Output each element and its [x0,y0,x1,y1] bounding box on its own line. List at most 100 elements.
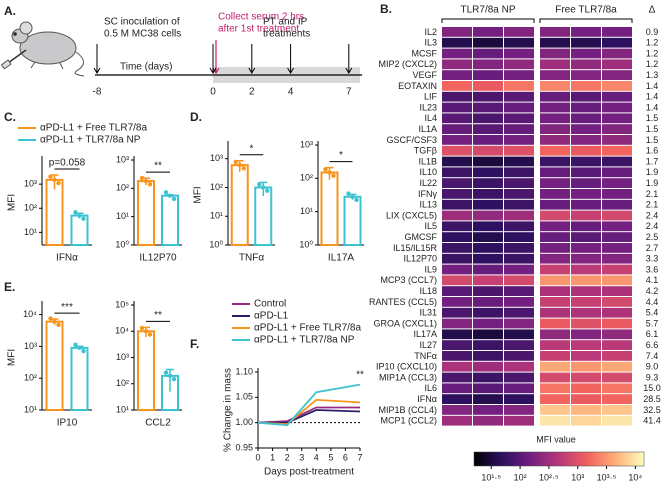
heatmap-cell [473,361,503,372]
heatmap-cell [571,372,601,383]
delta-header: Δ [649,5,656,16]
heatmap-cell [602,124,632,134]
delta-value: 4.2 [646,286,659,296]
heatmap-cell [442,415,472,426]
y-tick-label: 10¹ [24,404,37,414]
heatmap-cell [540,243,570,253]
heatmap-cell [540,135,570,145]
heatmap-cell [602,156,632,167]
delta-value: 1.2 [646,38,659,48]
heatmap-cell [473,59,503,70]
heatmap-cell [571,405,601,415]
heatmap-cell [602,37,632,48]
y-tick-label: 10⁰ [299,239,313,249]
heatmap-cell [473,37,503,48]
group-header: TLR7/8a NP [460,5,515,16]
heatmap-cell [473,351,503,361]
panel-label: D. [190,110,202,124]
heatmap-cell [504,253,534,264]
data-point [52,177,57,183]
heatmap-cell [504,372,534,383]
data-point [139,175,145,181]
row-label: IL9 [424,264,437,274]
heatmap-cell [504,297,534,307]
data-point [81,216,86,221]
heatmap-cell [571,48,601,59]
heatmap-cell [504,178,534,188]
bar [137,180,155,247]
heatmap-cell [540,48,570,59]
day-arrow [345,44,353,74]
heatmap-cell [442,372,472,383]
heatmap-cell [473,156,503,167]
heatmap-cell [602,405,632,415]
delta-value: 9.0 [646,362,659,372]
delta-value: 1.7 [646,156,659,166]
row-label: MCP1 (CCL2) [380,416,437,426]
delta-value: 1.3 [646,70,659,80]
panel-label: A. [4,4,16,18]
serum-text: Collect serum 2 hrs [218,12,304,23]
heatmap-cell [504,124,534,134]
heatmap-cell [504,27,534,37]
y-tick-label: 10² [116,183,129,193]
y-axis-label: % Change in mass [223,368,234,452]
heatmap-cell [602,102,632,113]
delta-value: 1.2 [646,48,659,58]
heatmap-cell [442,145,472,156]
x-axis-label: IL17A [328,253,354,264]
row-label: IL10 [419,167,437,177]
heatmap-cell [473,264,503,275]
x-tick-label: 4 [314,452,319,462]
heatmap-cell [540,405,570,415]
heatmap-cell [540,81,570,91]
bar [230,164,249,246]
legend-label: αPD-L1 + TLR7/8a NP [40,135,141,146]
heatmap-cell [473,232,503,242]
delta-value: 2.1 [646,189,659,199]
group-bracket [441,18,535,23]
heatmap-cell [473,91,503,102]
heatmap-cell [442,167,472,178]
y-tick-label: 10⁰ [209,239,223,249]
y-axis-label: MFI [7,194,18,211]
heatmap-cell [571,340,601,350]
series-line [257,406,360,424]
heatmap-cell [602,135,632,145]
heatmap-cell [540,145,570,156]
heatmap-cell [442,48,472,59]
data-point [346,191,351,196]
x-tick-label: 2 [285,452,290,462]
heatmap-cell [473,383,503,394]
y-tick-label: 10³ [300,139,313,149]
row-label: TGFβ [414,146,437,156]
delta-value: 1.4 [646,81,659,91]
heatmap-cell [442,70,472,80]
heatmap-cell [473,221,503,232]
heatmap-cell [504,405,534,415]
y-tick-label: 10¹ [116,404,129,414]
y-tick-label: 10³ [116,352,129,362]
row-label: IL23 [419,102,437,112]
heatmap-cell [602,91,632,102]
y-tick-label: 10¹ [300,206,313,216]
heatmap-cell [442,286,472,296]
heatmap-cell [442,221,472,232]
heatmap-cell [504,135,534,145]
heatmap-cell [540,415,570,426]
bar [45,320,64,412]
heatmap-cell [602,70,632,80]
row-label: GMCSF [405,232,438,242]
row-label: TNFα [414,351,437,361]
row-label: GSCF/CSF3 [386,135,437,145]
delta-value: 1.9 [646,167,659,177]
y-tick-label: 10² [24,203,37,213]
delta-value: 3.6 [646,264,659,274]
data-point [81,348,86,354]
heatmap-cell [442,264,472,275]
heatmap-cell [473,113,503,124]
row-label: MCP3 (CCL7) [380,275,437,285]
y-tick-label: 10³ [210,153,223,163]
heatmap-cell [473,307,503,318]
heatmap-cell [602,48,632,59]
